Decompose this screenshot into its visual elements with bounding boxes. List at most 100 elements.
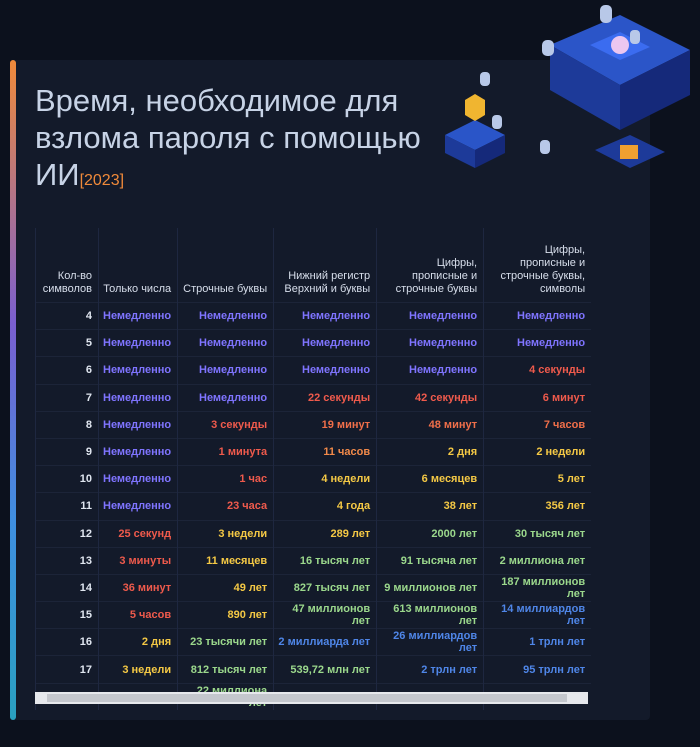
cell: Немедленно <box>273 329 377 357</box>
column-header: Нижний регистр Верхний и буквы <box>273 228 377 303</box>
row-label: 15 <box>35 601 99 629</box>
table-row: 5 Немедленно Немедленно Немедленно Немедленн… <box>35 329 592 357</box>
cell: 6 месяцев <box>376 465 484 493</box>
header-row: Кол-во символов Только числа Строчные букв… <box>35 228 592 303</box>
scrollbar[interactable] <box>35 692 588 704</box>
cell: 2 дня <box>376 437 484 466</box>
table-body: 4 Немедленно Немедленно Немедленно Немедленн… <box>35 301 592 710</box>
cell: 187 миллионов лет <box>483 573 592 602</box>
cell: Немедленно <box>97 437 178 466</box>
cell: Немедленно <box>483 301 592 330</box>
cell: 11 часов <box>273 437 377 466</box>
cell: 539,72 млн лет <box>273 655 377 684</box>
row-label: 14 <box>35 573 99 602</box>
table-row: 6 Немедленно Немедленно Немедленно Немедленн… <box>35 356 592 385</box>
table-row: 4 Немедленно Немедленно Немедленно Немедленн… <box>35 301 592 330</box>
row-label: 6 <box>35 356 99 385</box>
cell: 23 часа <box>177 492 274 520</box>
cell: 2 недели <box>483 437 592 466</box>
cell: 14 миллиардов лет <box>483 601 592 629</box>
table-row: 10 Немедленно 1 час 4 недели 6 месяцев 5 лет <box>35 465 592 493</box>
cell: 36 минут <box>97 573 178 602</box>
cell: Немедленно <box>177 383 274 412</box>
row-label: 13 <box>35 546 99 575</box>
cell: 3 секунды <box>177 410 274 439</box>
table-row: 9 Немедленно 1 минута 11 часов 2 дня 2 недели <box>35 437 592 466</box>
scroll-thumb[interactable] <box>47 694 567 702</box>
table-row: 8 Немедленно 3 секунды 19 минут 48 минут 7 ча… <box>35 410 592 439</box>
cell: Немедленно <box>97 383 178 412</box>
cell: 4 секунды <box>483 356 592 385</box>
cell: 3 минуты <box>97 546 178 575</box>
cell: Немедленно <box>97 410 178 439</box>
column-header: Цифры, прописные и строчные буквы, симво… <box>483 228 592 303</box>
cell: Немедленно <box>97 492 178 520</box>
row-label: 9 <box>35 437 99 466</box>
cell: 613 миллионов лет <box>376 601 484 629</box>
row-label: 8 <box>35 410 99 439</box>
cell: Немедленно <box>483 329 592 357</box>
table: Кол-во символов Только числа Строчные букв… <box>35 228 592 710</box>
cell: 3 недели <box>177 519 274 548</box>
cell: Немедленно <box>97 329 178 357</box>
table-row: 11 Немедленно 23 часа 4 года 38 лет 356 лет <box>35 492 592 520</box>
row-label: 11 <box>35 492 99 520</box>
cell: Немедленно <box>177 356 274 385</box>
cell: 2 трлн лет <box>376 655 484 684</box>
table-row: 14 36 минут 49 лет 827 тысяч лет 9 миллионов… <box>35 573 592 602</box>
table-row: 15 5 часов 890 лет 47 миллионов лет 613 милл… <box>35 601 592 629</box>
cell: 2 миллиона лет <box>483 546 592 575</box>
cell: 7 часов <box>483 410 592 439</box>
year-tag: [2023] <box>79 172 125 189</box>
cell: 22 секунды <box>273 383 377 412</box>
row-label: 10 <box>35 465 99 493</box>
cell: Немедленно <box>97 301 178 330</box>
cell: 5 лет <box>483 465 592 493</box>
cell: 19 минут <box>273 410 377 439</box>
cell: 1 минута <box>177 437 274 466</box>
cell: 42 секунды <box>376 383 484 412</box>
cell: 91 тысяча лет <box>376 546 484 575</box>
cell: 38 лет <box>376 492 484 520</box>
cell: 356 лет <box>483 492 592 520</box>
table-row: 16 2 дня 23 тысячи лет 2 миллиарда лет 26 ми… <box>35 628 592 656</box>
cell: Немедленно <box>273 356 377 385</box>
cell: 95 трлн лет <box>483 655 592 684</box>
cell: 49 лет <box>177 573 274 602</box>
cell: 2 миллиарда лет <box>273 628 377 656</box>
cell: Немедленно <box>177 301 274 330</box>
cell: 4 недели <box>273 465 377 493</box>
cell: 1 трлн лет <box>483 628 592 656</box>
cell: 26 миллиардов лет <box>376 628 484 656</box>
row-label: 12 <box>35 519 99 548</box>
accent-bar <box>10 60 16 720</box>
column-header: Цифры, прописные и строчные буквы <box>376 228 484 303</box>
cell: 4 года <box>273 492 377 520</box>
cell: 1 час <box>177 465 274 493</box>
column-header: Только числа <box>97 228 178 303</box>
row-label: 16 <box>35 628 99 656</box>
cell: 16 тысяч лет <box>273 546 377 575</box>
cell: Немедленно <box>376 329 484 357</box>
column-header: Кол-во символов <box>35 228 99 303</box>
row-label: 7 <box>35 383 99 412</box>
title: Время, необходимое для взлома пароля с п… <box>35 82 435 199</box>
row-label: 17 <box>35 655 99 684</box>
cell: 30 тысяч лет <box>483 519 592 548</box>
table-row: 17 3 недели 812 тысяч лет 539,72 млн лет 2 т… <box>35 655 592 684</box>
cell: Немедленно <box>376 301 484 330</box>
cell: 812 тысяч лет <box>177 655 274 684</box>
table-row: 7 Немедленно Немедленно 22 секунды 42 секунд… <box>35 383 592 412</box>
table-row: 13 3 минуты 11 месяцев 16 тысяч лет 91 тысяч… <box>35 546 592 575</box>
cell: 2000 лет <box>376 519 484 548</box>
cell: Немедленно <box>376 356 484 385</box>
cell: 289 лет <box>273 519 377 548</box>
cell: 23 тысячи лет <box>177 628 274 656</box>
cell: 5 часов <box>97 601 178 629</box>
cell: Немедленно <box>97 356 178 385</box>
cell: 890 лет <box>177 601 274 629</box>
column-header: Строчные буквы <box>177 228 274 303</box>
cell: 2 дня <box>97 628 178 656</box>
cell: 11 месяцев <box>177 546 274 575</box>
